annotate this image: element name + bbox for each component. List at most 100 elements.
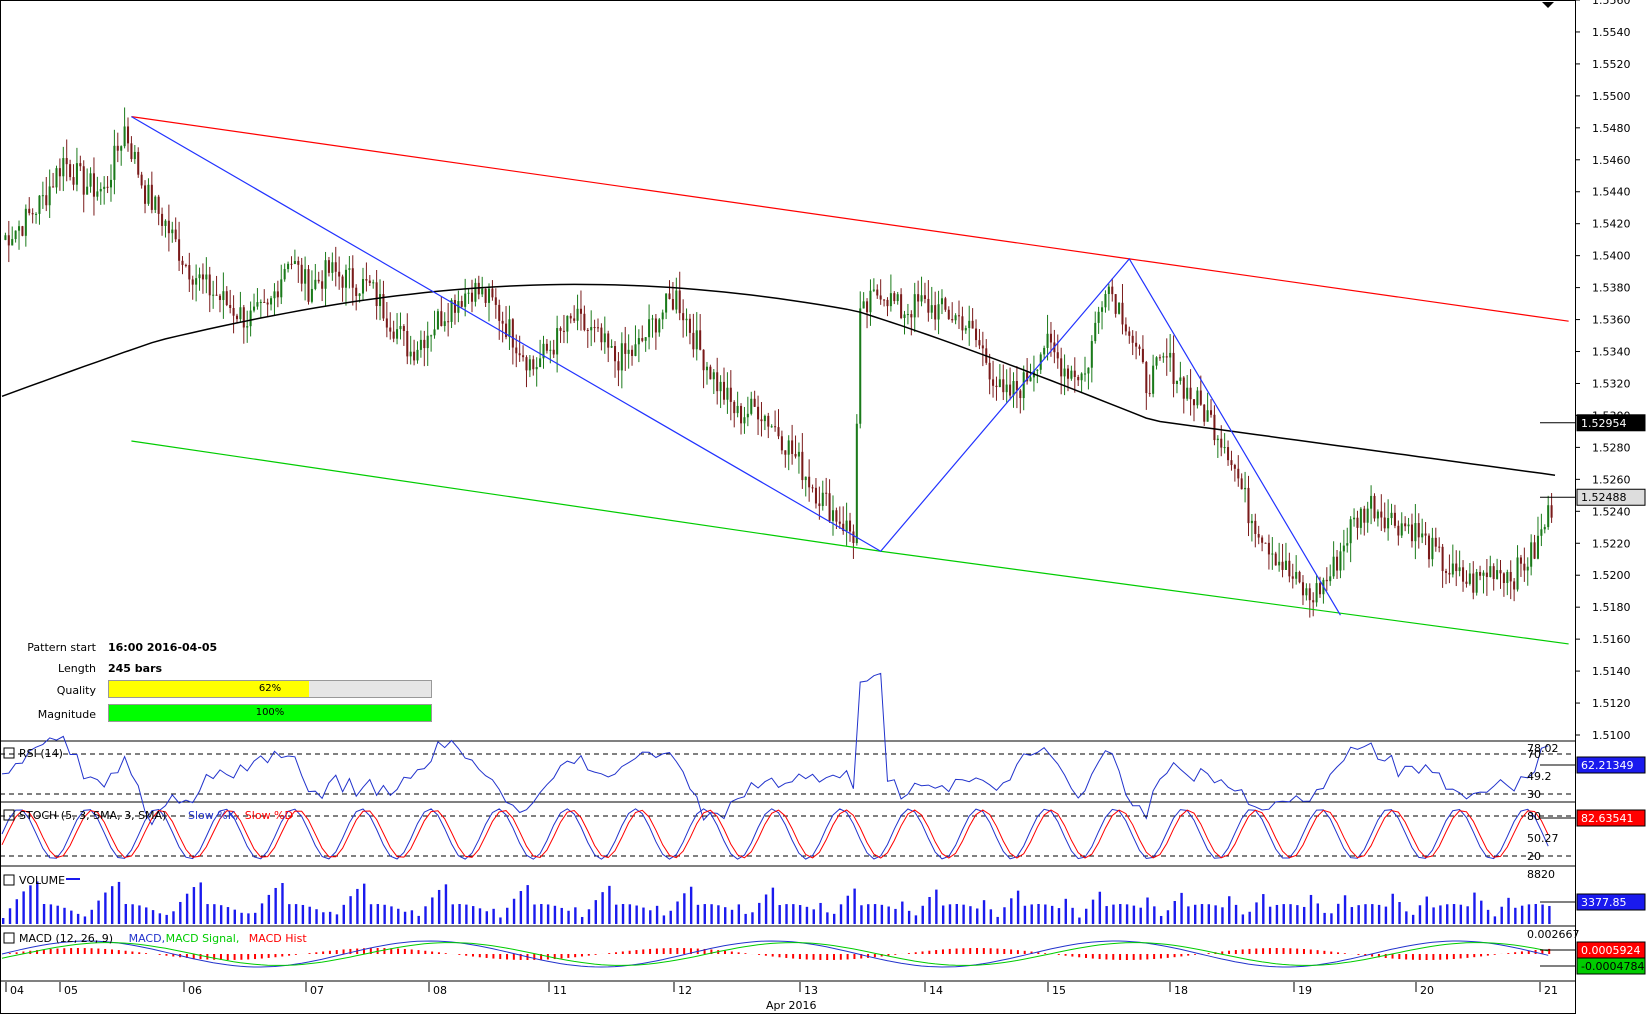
volume-bar xyxy=(907,910,911,924)
candle-body xyxy=(1421,533,1424,538)
candle-body xyxy=(675,290,678,310)
volume-bar xyxy=(335,914,339,924)
candle-body xyxy=(903,314,906,319)
macd-hist-bar xyxy=(349,948,352,954)
candle-body xyxy=(1485,572,1488,578)
candle-body xyxy=(62,158,65,177)
macd-hist-bar xyxy=(819,954,822,960)
candle-body xyxy=(1523,563,1526,571)
volume-bar xyxy=(376,904,380,924)
candle-body xyxy=(1056,352,1059,359)
candle-body xyxy=(552,349,555,355)
volume-bar xyxy=(281,883,284,924)
price-tick-label: 1.5360 xyxy=(1592,314,1631,327)
macd-hist-bar xyxy=(1541,949,1544,954)
time-tick-label: 05 xyxy=(64,984,78,997)
candle-body xyxy=(1376,511,1379,519)
macd-hist-bar xyxy=(1085,954,1088,958)
candle-body xyxy=(927,298,930,313)
volume-bar xyxy=(832,913,836,924)
time-tick-label: 11 xyxy=(553,984,567,997)
macd-hist-bar xyxy=(1037,952,1040,954)
candle-body xyxy=(287,263,290,270)
candle-body xyxy=(249,310,252,327)
candle-body xyxy=(1080,373,1083,381)
stoch-k-label: Slow %K, xyxy=(188,809,238,822)
volume-bar xyxy=(315,909,318,924)
candle-body xyxy=(661,312,664,320)
macd-hist-bar xyxy=(1221,951,1224,954)
macd-hist-bar xyxy=(1480,954,1483,957)
volume-bar xyxy=(29,885,32,924)
volume-bar xyxy=(1105,906,1108,924)
volume-bar xyxy=(1207,904,1211,924)
macd-hist-bar xyxy=(1139,954,1142,960)
candle-body xyxy=(7,235,10,246)
candle-body xyxy=(120,146,123,151)
macd-hist-bar xyxy=(771,954,774,957)
stoch-value-tag: 82.63541 xyxy=(1581,812,1634,825)
volume-bar xyxy=(301,904,305,924)
volume-bar xyxy=(1289,904,1292,924)
candle-body xyxy=(484,288,487,303)
volume-bar xyxy=(1377,904,1381,924)
volume-bar xyxy=(703,904,706,924)
candle-body xyxy=(470,292,474,302)
volume-bar xyxy=(240,912,243,924)
volume-bar xyxy=(662,915,666,924)
candle-body xyxy=(831,510,835,521)
candle-body xyxy=(1111,286,1114,295)
volume-bar xyxy=(1248,911,1251,924)
candle-body xyxy=(171,229,174,234)
volume-bar xyxy=(540,904,543,924)
volume-bar xyxy=(1125,904,1129,924)
macd-hist-bar xyxy=(49,948,52,954)
volume-bar xyxy=(1541,904,1544,924)
volume-bar xyxy=(921,905,924,924)
macd-hist-bar xyxy=(36,950,39,954)
volume-bar xyxy=(1439,905,1442,924)
volume-bar xyxy=(778,905,781,924)
volume-bar xyxy=(710,904,713,924)
candle-body xyxy=(280,279,283,298)
candle-body xyxy=(1431,537,1434,560)
volume-bar xyxy=(792,904,795,924)
volume-bar xyxy=(478,908,482,924)
candle-body xyxy=(627,349,630,354)
macd-hist-bar xyxy=(499,954,502,960)
candle-body xyxy=(665,293,668,313)
macd-hist-bar xyxy=(308,953,311,954)
macd-hist-bar xyxy=(1309,949,1312,954)
macd-hist-bar xyxy=(254,954,257,960)
candle-body xyxy=(1288,560,1291,577)
candle-body xyxy=(1472,573,1475,593)
volume-bar xyxy=(744,913,747,924)
macd-hist-bar xyxy=(110,949,113,954)
candle-body xyxy=(1043,347,1046,355)
volume-bar xyxy=(533,904,536,924)
volume-bar xyxy=(1016,890,1020,924)
macd-hist-bar xyxy=(621,951,624,954)
macd-hist-bar xyxy=(662,948,665,954)
price-tick-label: 1.5260 xyxy=(1592,473,1631,486)
candle-body xyxy=(191,279,194,285)
candle-body xyxy=(413,351,416,361)
price-tick-label: 1.5400 xyxy=(1592,250,1631,263)
candle-body xyxy=(596,327,600,329)
macd-hist-bar xyxy=(860,954,863,959)
volume-bar xyxy=(1432,907,1435,924)
candle-body xyxy=(270,298,273,305)
candle-body xyxy=(392,331,395,339)
candle-body xyxy=(164,220,167,226)
candle-body xyxy=(603,333,606,343)
macd-hist-bar xyxy=(328,950,331,954)
time-tick-label: 15 xyxy=(1052,984,1066,997)
candle-body xyxy=(508,319,511,338)
candle-body xyxy=(1172,352,1175,384)
candle-body xyxy=(201,274,204,280)
macd-hist-bar xyxy=(941,949,944,954)
plot-frame xyxy=(0,0,1576,1014)
candle-body xyxy=(1158,357,1161,359)
macd-hist-bar xyxy=(403,948,406,954)
volume-bar xyxy=(764,894,768,924)
